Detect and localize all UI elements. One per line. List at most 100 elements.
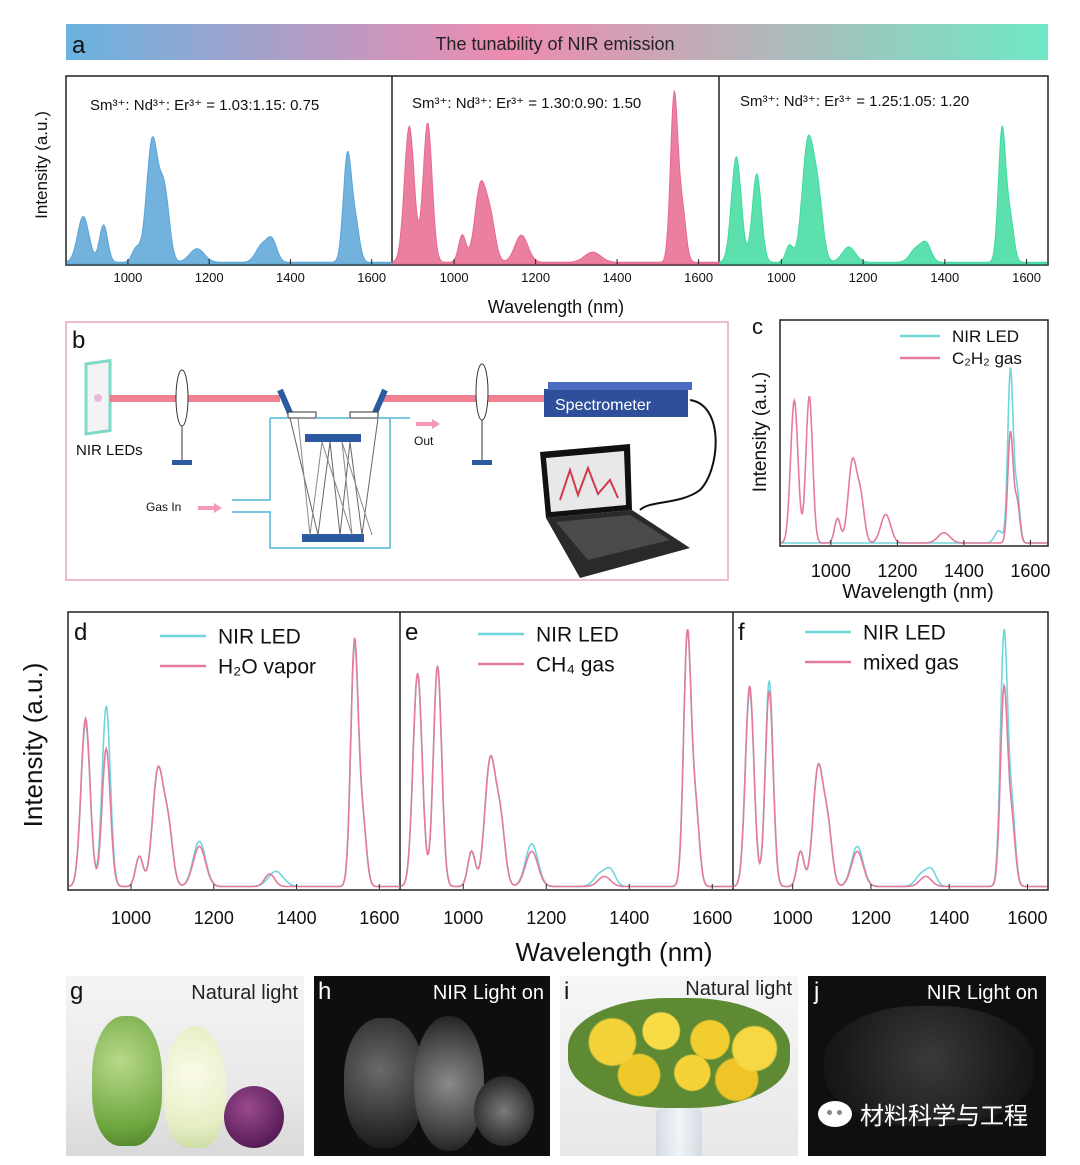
annotation-a2: Sm³⁺: Nd³⁺: Er³⁺ = 1.30:0.90: 1.50 (412, 95, 641, 112)
series-line-d-1 (68, 637, 400, 888)
spectrometer-box (544, 389, 688, 417)
gas-in-label: Gas In (146, 500, 181, 514)
annotation-a1: Sm³⁺: Nd³⁺: Er³⁺ = 1.03:1.15: 0.75 (90, 97, 319, 114)
lens-2 (475, 363, 489, 421)
multipass-rays-2 (297, 417, 373, 536)
purple-cabbage-shape (224, 1086, 284, 1148)
nir-lettuce (344, 1018, 424, 1148)
laser-beam-1 (110, 395, 280, 402)
out-label: Out (414, 434, 434, 448)
xtick-label-a3-3: 1600 (1012, 270, 1041, 285)
photo-i: i Natural light (560, 976, 798, 1156)
xtick-label-a1-3: 1600 (357, 270, 386, 285)
led-dot (94, 394, 102, 402)
legend-label-e-1: CH₄ gas (536, 654, 615, 677)
photo-caption-j: NIR Light on (926, 982, 1038, 1004)
xtick-label-c-1: 1200 (877, 561, 917, 581)
roses-bouquet (568, 998, 790, 1108)
photo-g: g Natural light (66, 976, 304, 1156)
xtick-label-e-0: 1000 (443, 908, 483, 928)
cell-mirror-bottom (302, 534, 364, 542)
photo-letter-h: h (318, 978, 332, 1005)
xtick-label-c-3: 1600 (1010, 561, 1050, 581)
xtick-label-a2-2: 1400 (603, 270, 632, 285)
panel-label-a: a (72, 32, 86, 59)
legend-label-f-0: NIR LED (863, 622, 946, 645)
photo-letter-j: j (814, 978, 820, 1005)
vase (656, 1108, 702, 1156)
xtick-label-d-0: 1000 (111, 908, 151, 928)
xtick-label-f-2: 1400 (929, 908, 969, 928)
series-line-c-1 (780, 396, 1047, 544)
watermark-text: 材料科学与工程 (860, 1102, 1028, 1130)
series-line-f-1 (733, 682, 1047, 888)
lettuce-shape (92, 1016, 162, 1146)
legend-label-c-0: NIR LED (952, 327, 1019, 346)
xtick-label-e-3: 1600 (692, 908, 732, 928)
xlabel-def: Wavelength (nm) (516, 937, 713, 967)
window-1 (287, 411, 317, 419)
xtick-label-f-0: 1000 (773, 908, 813, 928)
xtick-label-d-3: 1600 (359, 908, 399, 928)
legend-label-d-0: NIR LED (218, 626, 301, 649)
xtick-label-d-1: 1200 (194, 908, 234, 928)
xtick-label-e-2: 1400 (609, 908, 649, 928)
gas-cell (232, 418, 391, 549)
panel-label-c: c (752, 314, 763, 339)
xtick-label-e-1: 1200 (526, 908, 566, 928)
panel-b-frame (65, 321, 729, 581)
nir-purple (474, 1076, 534, 1146)
lens-1 (175, 369, 189, 427)
xtick-label-a1-0: 1000 (113, 270, 142, 285)
window-2 (349, 411, 379, 419)
banner-title: The tunability of NIR emission (435, 34, 674, 54)
laptop-display (546, 451, 626, 512)
xlabel-a: Wavelength (nm) (488, 297, 624, 317)
xtick-label-a2-0: 1000 (440, 270, 469, 285)
legend-label-d-1: H₂O vapor (218, 656, 316, 679)
ylabel-def: Intensity (a.u.) (18, 663, 48, 828)
nir-cabbage (414, 1016, 484, 1151)
photo-caption-g: Natural light (191, 982, 298, 1004)
xtick-label-a2-1: 1200 (521, 270, 550, 285)
cell-mirror-top (305, 434, 361, 442)
photo-letter-i: i (564, 978, 570, 1005)
laptop-trace (559, 465, 619, 501)
lens-1-base (172, 460, 192, 465)
panel-label-e: e (405, 619, 418, 646)
xtick-label-a3-0: 1000 (767, 270, 796, 285)
panel-label-d: d (74, 619, 87, 646)
panel-c-frame (779, 319, 1049, 547)
chart-c: NIR LED C₂H₂ gas 1000 1200 1400 1600 (780, 327, 1050, 581)
laptop-keys (556, 515, 670, 560)
setup-diagram: NIR LEDs Out Gas In Spectrometer (76, 358, 717, 578)
legend-label-c-1: C₂H₂ gas (952, 349, 1022, 368)
xtick-label-a1-1: 1200 (195, 270, 224, 285)
ylabel-a: Intensity (a.u.) (32, 111, 51, 219)
xtick-label-c-2: 1400 (944, 561, 984, 581)
series-line-c-0 (781, 367, 1047, 544)
xtick-label-a3-2: 1400 (930, 270, 959, 285)
xtick-label-f-1: 1200 (851, 908, 891, 928)
out-arrow-head (432, 419, 440, 429)
lens-2-base (472, 460, 492, 465)
spectrometer-top (548, 382, 692, 390)
spectrometer-label: Spectrometer (555, 397, 652, 414)
xtick-label-f-3: 1600 (1007, 908, 1047, 928)
xtick-label-a1-2: 1400 (276, 270, 305, 285)
annotation-a3: Sm³⁺: Nd³⁺: Er³⁺ = 1.25:1.05: 1.20 (740, 93, 969, 110)
ylabel-c: Intensity (a.u.) (750, 372, 771, 492)
usb-cable (639, 399, 717, 511)
multipass-rays (289, 417, 379, 536)
photo-h: h NIR Light on (314, 976, 550, 1156)
panel-def-frame (67, 611, 1049, 891)
wechat-icon (818, 1100, 852, 1127)
mirror-2 (372, 388, 388, 415)
xtick-label-d-2: 1400 (277, 908, 317, 928)
xtick-label-c-0: 1000 (811, 561, 851, 581)
chart-d: NIR LED H₂O vapor 1000 1200 1400 1600 (68, 626, 400, 928)
banner-bar (66, 24, 1048, 60)
mirror-1 (277, 388, 293, 415)
cabbage-shape (164, 1026, 226, 1148)
